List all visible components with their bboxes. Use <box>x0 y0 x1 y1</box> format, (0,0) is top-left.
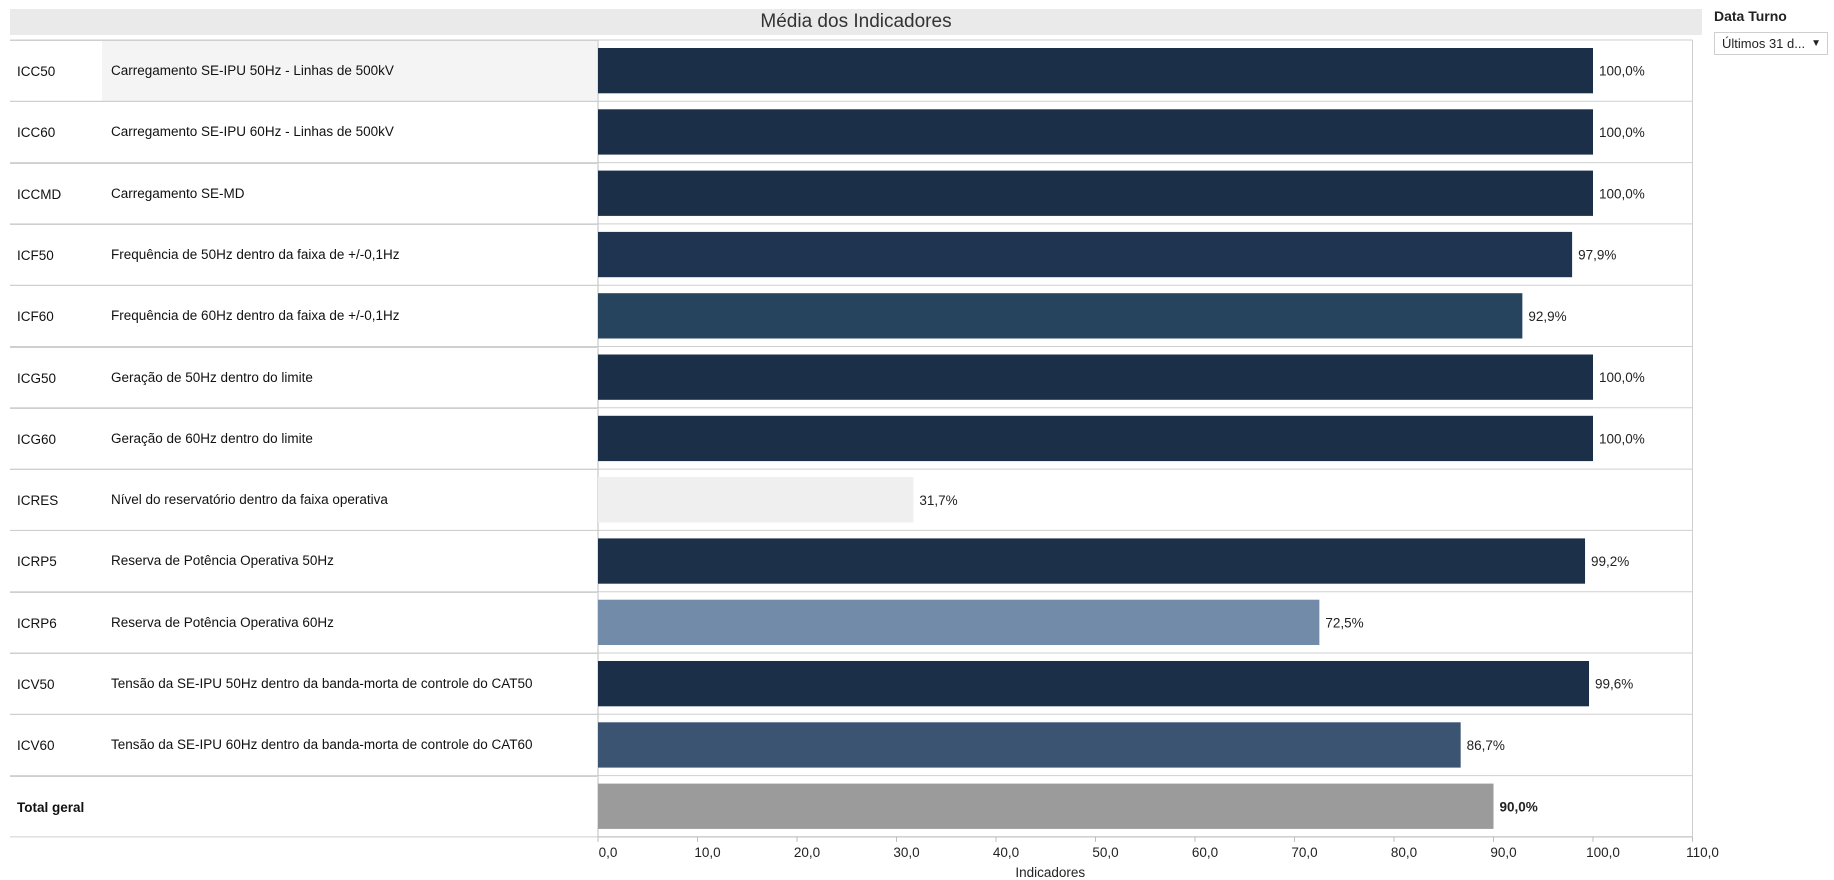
x-tick-label: 20,0 <box>794 845 820 860</box>
indicator-code: ICV60 <box>17 738 55 754</box>
indicator-code: ICC50 <box>17 64 56 79</box>
dropdown-arrow-icon: ▼ <box>1811 38 1821 49</box>
bar-value-label: 100,0% <box>1599 370 1645 385</box>
data-turno-dropdown[interactable]: Últimos 31 d... ▼ <box>1714 32 1828 55</box>
bar-value-label: 97,9% <box>1578 248 1616 263</box>
bar[interactable] <box>598 109 1593 155</box>
indicator-name: Frequência de 60Hz dentro da faixa de +/… <box>111 308 400 324</box>
indicator-name: Reserva de Potência Operativa 60Hz <box>111 614 334 630</box>
indicator-code: ICRP5 <box>17 554 57 570</box>
indicator-name: Geração de 50Hz dentro do limite <box>111 369 313 385</box>
bar[interactable] <box>598 599 1320 645</box>
bar[interactable] <box>598 170 1593 216</box>
x-tick-label: 80,0 <box>1391 845 1417 860</box>
indicator-name: Tensão da SE-IPU 60Hz dentro da banda-mo… <box>111 737 533 753</box>
x-tick-label: 0,0 <box>599 845 618 860</box>
filter-title: Data Turno <box>1714 8 1787 24</box>
indicator-name: Carregamento SE-IPU 60Hz - Linhas de 500… <box>111 124 394 140</box>
indicator-code: ICG50 <box>17 370 57 386</box>
bar[interactable] <box>598 477 914 523</box>
bar-value-label: 72,5% <box>1325 615 1363 630</box>
bar-value-label: 99,6% <box>1595 677 1633 692</box>
total-bar[interactable] <box>598 783 1494 829</box>
bar-value-label: 86,7% <box>1467 738 1505 753</box>
bar[interactable] <box>598 293 1523 339</box>
bar[interactable] <box>598 722 1461 768</box>
bar[interactable] <box>598 538 1586 584</box>
indicator-name: Frequência de 50Hz dentro da faixa de +/… <box>111 246 400 262</box>
label-table: ICC50 Carregamento SE-IPU 50Hz - Linhas d… <box>10 40 597 838</box>
table-row[interactable]: ICC50 Carregamento SE-IPU 50Hz - Linhas d… <box>10 40 597 101</box>
bar-value-label: 99,2% <box>1591 554 1629 569</box>
x-tick-label: 40,0 <box>993 845 1019 860</box>
x-axis-title: Indicadores <box>1015 865 1085 880</box>
x-tick-label: 110,0 <box>1686 845 1719 860</box>
bar[interactable] <box>598 415 1593 462</box>
bar[interactable] <box>598 354 1593 400</box>
indicator-code: ICF50 <box>17 247 54 263</box>
indicator-name: Nível do reservatório dentro da faixa op… <box>111 492 388 508</box>
x-tick-label: 60,0 <box>1192 845 1218 860</box>
bar[interactable] <box>598 48 1593 94</box>
x-tick-label: 30,0 <box>893 845 919 860</box>
bar-value-label: 100,0% <box>1599 64 1645 79</box>
x-tick-label: 50,0 <box>1092 845 1118 860</box>
indicator-name: Reserva de Potência Operativa 50Hz <box>111 553 334 569</box>
bar-value-label: 92,9% <box>1528 309 1566 324</box>
x-tick-label: 10,0 <box>694 845 720 860</box>
indicator-code: ICRP6 <box>17 615 57 631</box>
indicator-code: ICV50 <box>17 677 55 692</box>
bar[interactable] <box>598 231 1573 278</box>
x-tick-label: 70,0 <box>1291 845 1317 860</box>
dropdown-selected-value: Últimos 31 d... <box>1722 36 1806 51</box>
indicator-code: ICF60 <box>17 309 54 325</box>
indicator-code: ICG60 <box>17 431 57 447</box>
chart-title: Média dos Indicadores <box>10 9 1702 35</box>
x-tick-label: 100,0 <box>1586 845 1620 860</box>
bar-value-label: 100,0% <box>1599 431 1645 446</box>
indicator-code: ICRES <box>17 493 59 509</box>
indicator-name: Carregamento SE-IPU 50Hz - Linhas de 500… <box>102 41 597 101</box>
bar-value-label: 31,7% <box>919 493 957 508</box>
bar-value-label: 100,0% <box>1599 186 1645 201</box>
indicator-name: Carregamento SE-MD <box>111 185 245 201</box>
total-value-label: 90,0% <box>1500 799 1538 814</box>
bar[interactable] <box>598 661 1590 707</box>
total-label: Total geral <box>17 799 85 815</box>
indicator-code: ICC60 <box>17 125 56 141</box>
x-tick-label: 90,0 <box>1490 845 1516 860</box>
indicator-name: Geração de 60Hz dentro do limite <box>111 430 313 446</box>
indicator-code: ICCMD <box>17 186 62 202</box>
bar-value-label: 100,0% <box>1599 125 1645 140</box>
indicator-name: Tensão da SE-IPU 50Hz dentro da banda-mo… <box>111 676 533 691</box>
